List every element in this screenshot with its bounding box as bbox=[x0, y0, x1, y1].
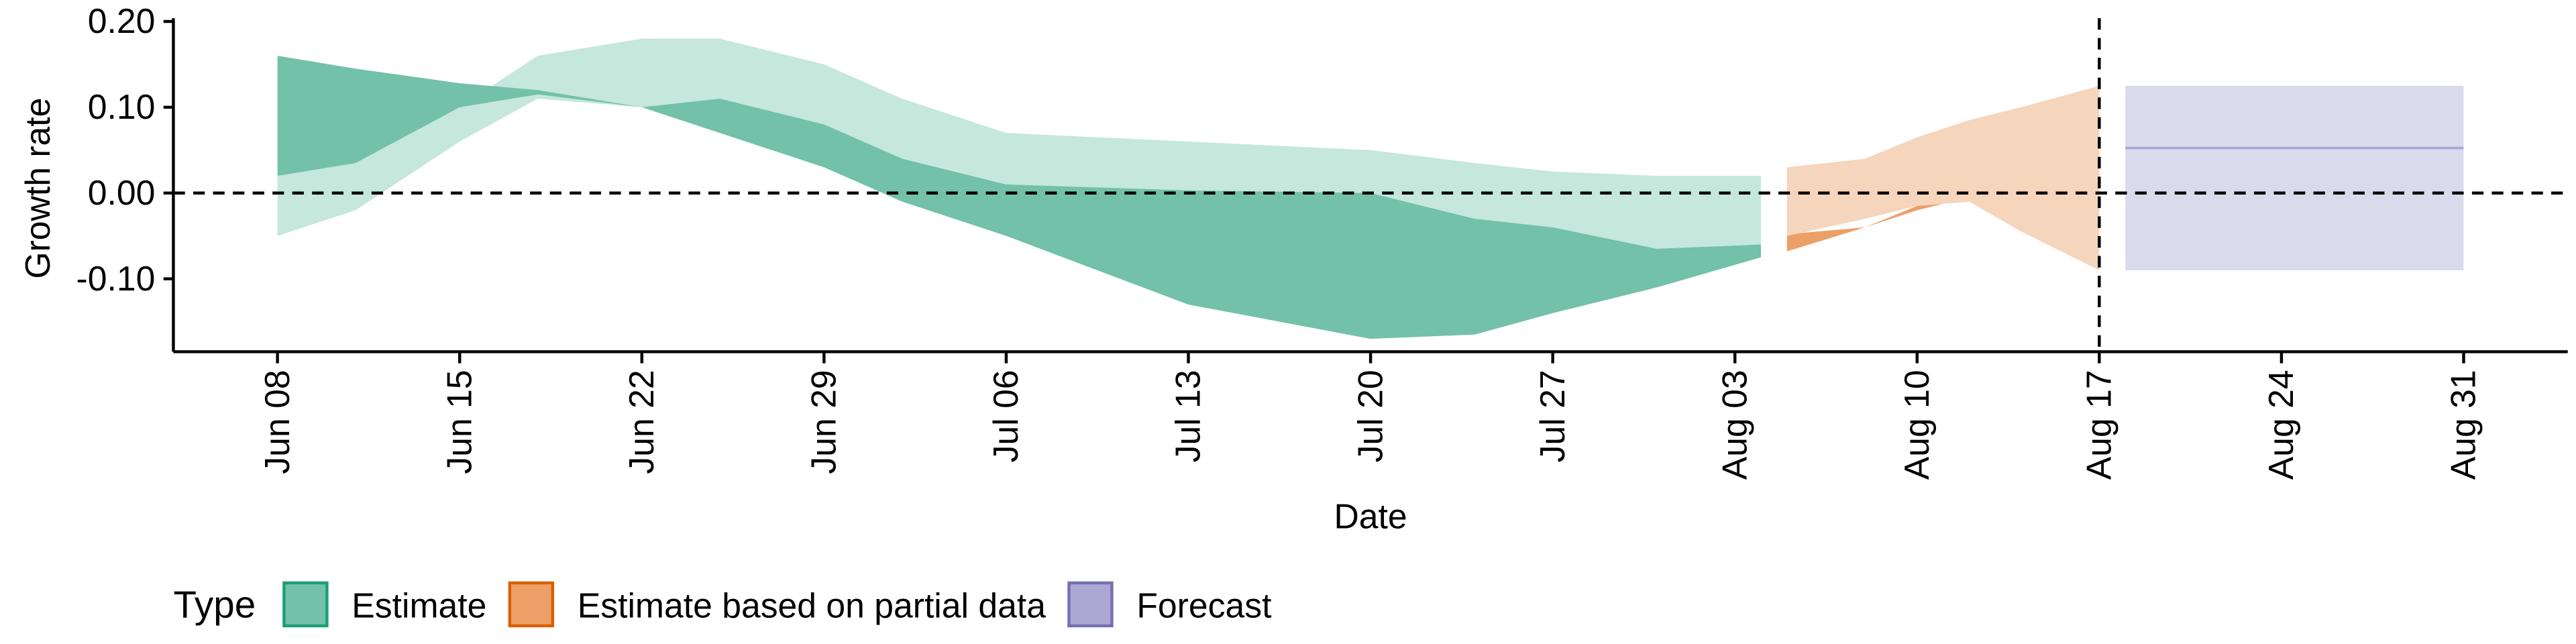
ribbon-inner bbox=[2125, 146, 2464, 150]
x-tick-label: Aug 10 bbox=[1897, 370, 1936, 480]
y-tick-label: -0.10 bbox=[76, 259, 156, 298]
x-tick-label: Aug 24 bbox=[2261, 370, 2300, 480]
x-tick-label: Jul 13 bbox=[1169, 370, 1208, 462]
x-tick-label: Jun 15 bbox=[439, 370, 478, 474]
x-tick-label: Jun 08 bbox=[258, 370, 297, 474]
legend-swatch bbox=[508, 581, 555, 628]
x-tick-label: Jul 20 bbox=[1350, 370, 1389, 462]
ribbon-outer bbox=[2125, 85, 2464, 270]
x-tick-label: Aug 31 bbox=[2444, 370, 2483, 480]
legend-swatch bbox=[1067, 581, 1114, 628]
x-axis-label: Date bbox=[1334, 497, 1407, 536]
x-tick-label: Aug 17 bbox=[2080, 370, 2118, 480]
legend-swatch bbox=[282, 581, 329, 628]
legend-label: Estimate bbox=[352, 586, 486, 625]
x-tick-label: Aug 03 bbox=[1715, 370, 1754, 480]
x-tick-label: Jun 22 bbox=[622, 370, 661, 474]
y-axis-label: Growth rate bbox=[18, 98, 57, 279]
y-tick-label: 0.10 bbox=[88, 87, 156, 126]
y-tick-label: 0.20 bbox=[88, 1, 156, 40]
x-tick-label: Jul 06 bbox=[986, 370, 1025, 462]
ribbon-inner bbox=[277, 56, 1762, 339]
legend-label: Estimate based on partial data bbox=[578, 586, 1046, 625]
y-tick-label: 0.00 bbox=[88, 173, 156, 212]
ribbon-outer bbox=[1786, 85, 2100, 270]
ribbon-outer bbox=[277, 38, 1762, 249]
x-tick-label: Jun 29 bbox=[804, 370, 843, 474]
ribbon-inner bbox=[1786, 150, 2100, 252]
legend-label: Forecast bbox=[1136, 586, 1271, 625]
x-tick-label: Jul 27 bbox=[1533, 370, 1572, 462]
legend-title: Type bbox=[173, 584, 256, 626]
